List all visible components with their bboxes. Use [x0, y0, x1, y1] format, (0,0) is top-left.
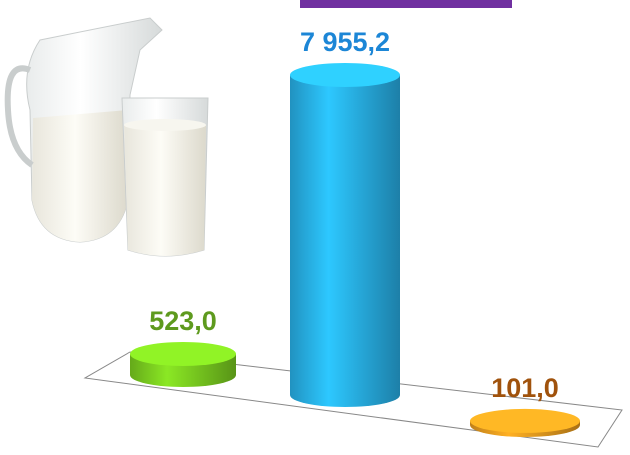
- bar-top: [130, 341, 236, 366]
- bar: [130, 341, 236, 387]
- title-bar: [300, 0, 512, 8]
- value-label: 523,0: [149, 306, 217, 336]
- bar-body: [290, 75, 400, 407]
- value-label: 101,0: [491, 373, 559, 403]
- bar: [470, 408, 580, 437]
- bar-top: [290, 63, 400, 87]
- value-label: 7 955,2: [300, 27, 390, 57]
- milk-illustration: [4, 17, 209, 257]
- bar: [290, 63, 400, 407]
- bar-top: [470, 408, 580, 433]
